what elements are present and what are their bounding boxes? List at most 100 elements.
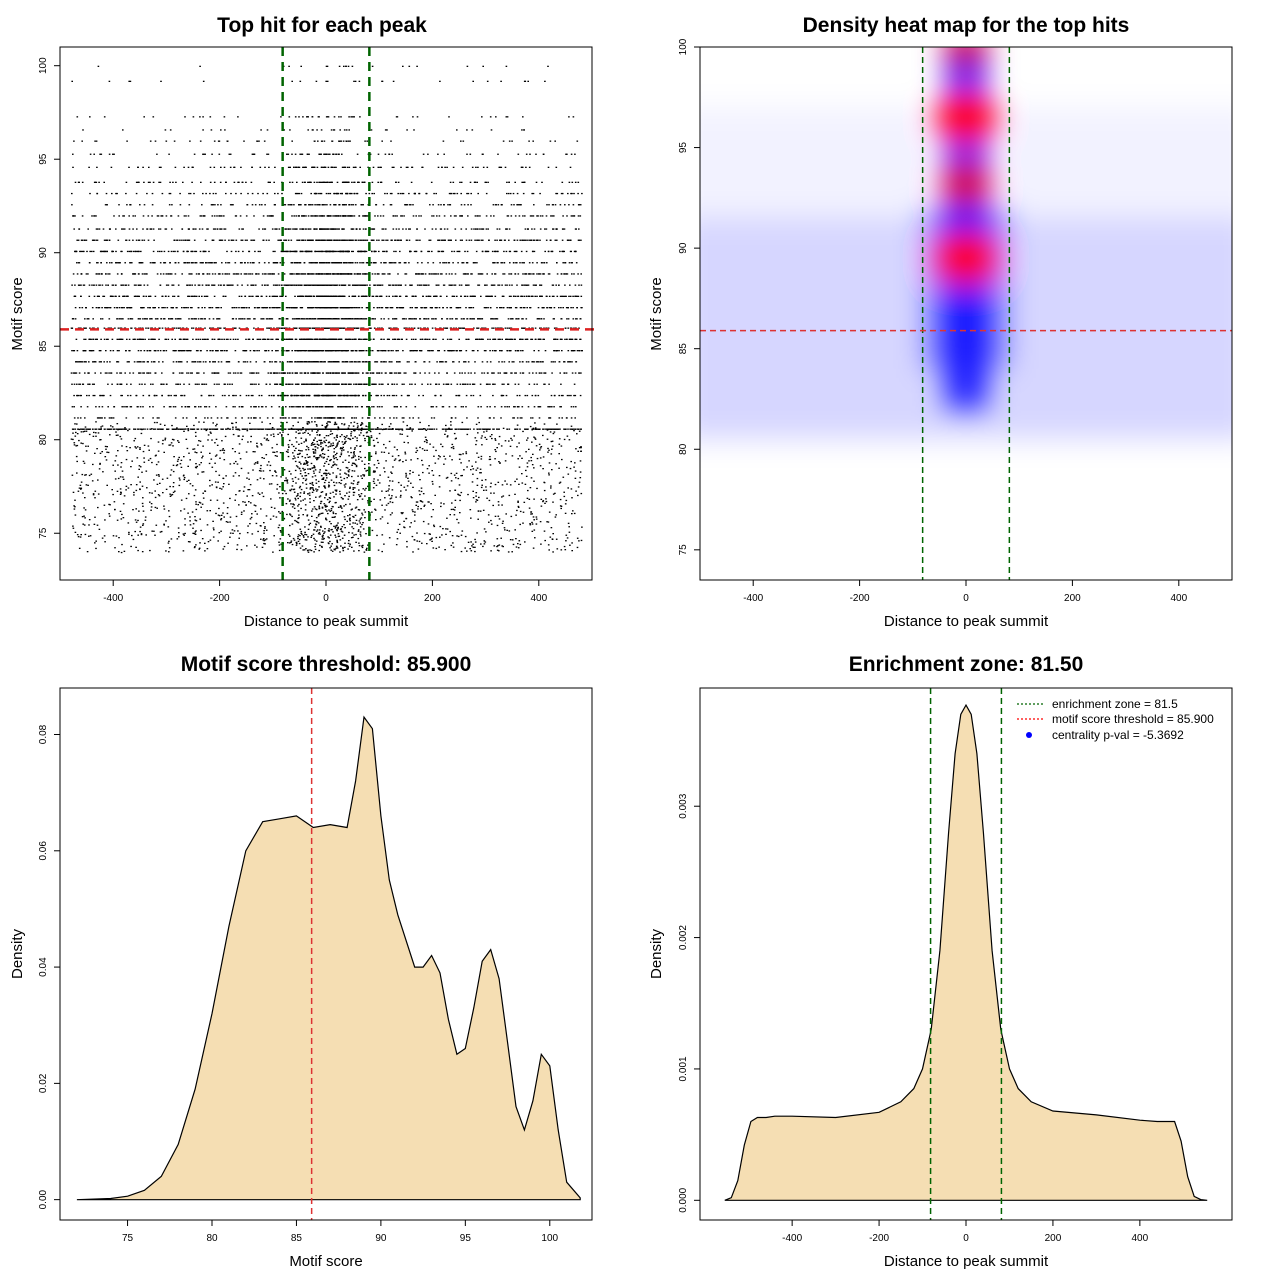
scatter-point	[228, 428, 230, 430]
scatter-point	[154, 318, 157, 320]
scatter-point	[555, 538, 558, 540]
scatter-point	[236, 284, 239, 286]
scatter-point	[206, 295, 209, 297]
scatter-point	[480, 458, 483, 460]
scatter-point	[368, 295, 371, 297]
scatter-point	[332, 491, 334, 493]
scatter-point	[317, 522, 320, 524]
scatter-point	[146, 428, 149, 430]
scatter-point	[274, 250, 276, 253]
scatter-point	[521, 482, 524, 484]
scatter-point	[266, 417, 269, 419]
scatter-point	[154, 338, 156, 340]
scatter-point	[301, 383, 303, 385]
scatter-point	[443, 503, 445, 505]
scatter-point	[450, 480, 453, 482]
scatter-point	[103, 361, 105, 363]
scatter-point	[176, 428, 178, 430]
scatter-point	[397, 192, 399, 195]
scatter-point	[528, 383, 531, 385]
scatter-point	[99, 350, 102, 352]
scatter-point	[437, 166, 440, 168]
scatter-point	[522, 350, 524, 352]
scatter-point	[404, 204, 406, 206]
scatter-point	[401, 383, 404, 385]
scatter-point	[90, 350, 93, 352]
scatter-point	[252, 239, 254, 241]
scatter-point	[446, 476, 449, 479]
scatter-point	[472, 394, 475, 397]
scatter-point	[535, 239, 538, 241]
scatter-point	[88, 383, 91, 385]
scatter-point	[486, 250, 489, 253]
scatter-point	[314, 448, 317, 451]
scatter-point	[464, 535, 467, 538]
scatter-point	[163, 383, 165, 385]
scatter-point	[191, 361, 193, 363]
scatter-point	[459, 512, 461, 514]
scatter-point	[183, 430, 185, 432]
scatter-point	[140, 533, 143, 536]
scatter-point	[274, 166, 276, 168]
scatter-point	[71, 204, 73, 206]
scatter-point	[510, 215, 513, 217]
scatter-point	[88, 284, 91, 286]
scatter-point	[440, 505, 442, 508]
scatter-point	[388, 494, 390, 496]
scatter-point	[405, 204, 407, 206]
scatter-point	[432, 204, 434, 206]
scatter-point	[485, 531, 487, 533]
scatter-point	[487, 383, 489, 385]
scatter-point	[173, 140, 176, 142]
scatter-point	[203, 421, 205, 423]
scatter-point	[265, 273, 267, 275]
scatter-point	[308, 318, 310, 320]
scatter-point	[348, 295, 350, 297]
scatter-point	[426, 543, 428, 545]
scatter-point	[153, 361, 155, 363]
scatter-point	[234, 307, 236, 309]
scatter-point	[79, 250, 81, 253]
scatter-point	[318, 318, 320, 320]
scatter-point	[193, 533, 196, 535]
scatter-point	[254, 544, 256, 546]
scatter-point	[263, 540, 266, 542]
scatter-point	[409, 383, 411, 385]
scatter-point	[540, 543, 542, 545]
scatter-point	[138, 361, 141, 363]
scatter-point	[373, 498, 375, 500]
scatter-point	[249, 518, 252, 520]
scatter-point	[334, 527, 337, 529]
scatter-point	[195, 501, 197, 503]
scatter-point	[292, 480, 294, 482]
scatter-point	[265, 383, 268, 385]
scatter-point	[523, 262, 525, 264]
scatter-point	[71, 327, 74, 329]
scatter-point	[401, 215, 403, 217]
scatter-point	[246, 361, 249, 363]
scatter-point	[383, 467, 385, 469]
scatter-title: Top hit for each peak	[217, 14, 427, 37]
scatter-point	[153, 479, 155, 481]
scatter-point	[466, 550, 468, 552]
scatter-point	[360, 493, 363, 495]
scatter-point	[528, 273, 530, 275]
scatter-point	[370, 500, 372, 503]
scatter-point	[228, 361, 230, 363]
scatter-point	[524, 239, 527, 241]
scatter-point	[116, 338, 119, 340]
scatter-point	[407, 166, 409, 168]
scatter-point	[501, 504, 503, 506]
scatter-point	[218, 153, 221, 155]
scatter-point	[263, 262, 266, 264]
scatter-point	[531, 228, 533, 230]
scatter-point	[112, 250, 114, 253]
scatter-point	[502, 394, 505, 397]
scatter-point	[317, 250, 319, 253]
scatter-point	[174, 318, 177, 320]
scatter-point	[497, 428, 499, 430]
scatter-point	[497, 262, 499, 264]
scatter-point	[121, 250, 123, 253]
scatter-point	[161, 295, 163, 297]
scatter-point	[272, 515, 275, 517]
